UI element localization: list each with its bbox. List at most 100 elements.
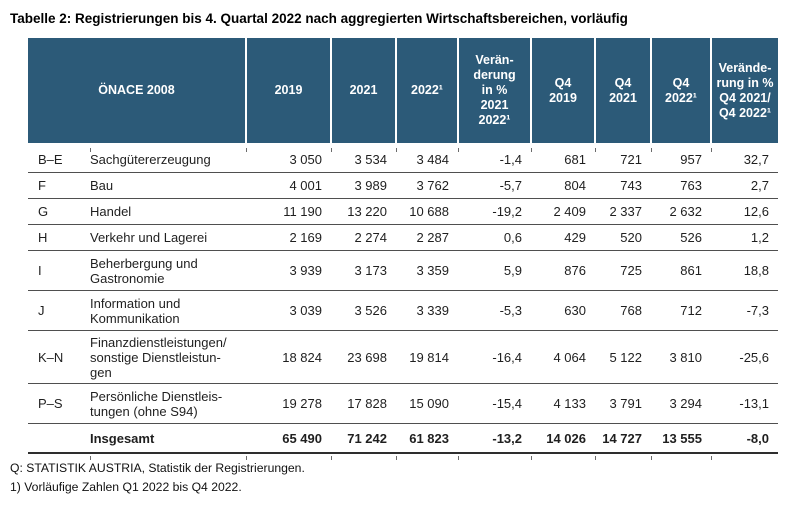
cell-value: 3 989 xyxy=(331,172,396,199)
table-row: H Verkehr und Lagerei 2 169 2 274 2 287 … xyxy=(28,224,778,251)
cell-value: -19,2 xyxy=(458,198,531,225)
row-code: J xyxy=(28,290,90,331)
total-value: -13,2 xyxy=(458,423,531,454)
cell-value: -5,3 xyxy=(458,290,531,331)
cell-value: -25,6 xyxy=(711,330,778,384)
cell-value: 4 001 xyxy=(246,172,331,199)
table-row: B–E Sachgütererzeugung 3 050 3 534 3 484… xyxy=(28,144,778,173)
cell-value: 18 824 xyxy=(246,330,331,384)
row-code: P–S xyxy=(28,383,90,424)
cell-value: 19 814 xyxy=(396,330,458,384)
total-value: 14 026 xyxy=(531,423,595,454)
cell-value: 10 688 xyxy=(396,198,458,225)
total-value: -8,0 xyxy=(711,423,778,454)
column-tick-mark xyxy=(89,148,91,152)
row-code: K–N xyxy=(28,330,90,384)
cell-value: 2 169 xyxy=(246,224,331,251)
footnotes: Q: STATISTIK AUSTRIA, Statistik der Regi… xyxy=(10,459,305,497)
registrations-table: ÖNACE 2008 2019 2021 2022¹ Verän- derung… xyxy=(28,38,778,460)
cell-value: 804 xyxy=(531,172,595,199)
cell-value: -1,4 xyxy=(458,144,531,173)
cell-value: 3 810 xyxy=(651,330,711,384)
column-tick-mark xyxy=(330,148,332,152)
cell-value: 3 939 xyxy=(246,250,331,291)
cell-value: 520 xyxy=(595,224,651,251)
cell-value: 763 xyxy=(651,172,711,199)
table-row: J Information und Kommunikation 3 039 3 … xyxy=(28,290,778,331)
header-q4-2021: Q4 2021 xyxy=(594,38,651,147)
total-value: 14 727 xyxy=(595,423,651,454)
cell-value: 768 xyxy=(595,290,651,331)
table-row: P–S Persönliche Dienstleis- tungen (ohne… xyxy=(28,383,778,424)
table-row: K–N Finanzdienstleistungen/ sonstige Die… xyxy=(28,330,778,384)
cell-value: 3 339 xyxy=(396,290,458,331)
cell-value: 0,6 xyxy=(458,224,531,251)
cell-value: 526 xyxy=(651,224,711,251)
column-tick-mark xyxy=(710,456,712,460)
row-name: Persönliche Dienstleis- tungen (ohne S94… xyxy=(90,383,246,424)
column-tick-mark xyxy=(245,148,247,152)
cell-value: 3 294 xyxy=(651,383,711,424)
column-tick-mark xyxy=(650,456,652,460)
header-2022: 2022¹ xyxy=(395,38,458,147)
cell-value: 11 190 xyxy=(246,198,331,225)
cell-value: 712 xyxy=(651,290,711,331)
header-change-year: Verän- derung in % 2021 2022¹ xyxy=(457,38,531,147)
cell-value: 19 278 xyxy=(246,383,331,424)
cell-value: 3 173 xyxy=(331,250,396,291)
column-tick-mark xyxy=(89,456,91,460)
column-tick-mark xyxy=(457,148,459,152)
cell-value: -7,3 xyxy=(711,290,778,331)
row-code: B–E xyxy=(28,144,90,173)
row-name: Sachgütererzeugung xyxy=(90,144,246,173)
cell-value: 2 287 xyxy=(396,224,458,251)
cell-value: 1,2 xyxy=(711,224,778,251)
column-tick-mark xyxy=(395,456,397,460)
table-row: F Bau 4 001 3 989 3 762 -5,7 804 743 763… xyxy=(28,172,778,199)
cell-value: 876 xyxy=(531,250,595,291)
cell-value: -5,7 xyxy=(458,172,531,199)
cell-value: 3 359 xyxy=(396,250,458,291)
column-tick-mark xyxy=(594,456,596,460)
header-2021: 2021 xyxy=(330,38,396,147)
cell-value: 3 050 xyxy=(246,144,331,173)
cell-value: 12,6 xyxy=(711,198,778,225)
cell-value: 5,9 xyxy=(458,250,531,291)
row-code: I xyxy=(28,250,90,291)
column-tick-mark xyxy=(530,456,532,460)
column-tick-mark xyxy=(457,456,459,460)
header-2019: 2019 xyxy=(245,38,331,147)
row-name: Bau xyxy=(90,172,246,199)
cell-value: 2 274 xyxy=(331,224,396,251)
cell-value: 725 xyxy=(595,250,651,291)
table-title: Tabelle 2: Registrierungen bis 4. Quarta… xyxy=(10,11,628,26)
column-tick-mark xyxy=(650,148,652,152)
cell-value: 681 xyxy=(531,144,595,173)
cell-value: 4 064 xyxy=(531,330,595,384)
cell-value: 2 337 xyxy=(595,198,651,225)
cell-value: 17 828 xyxy=(331,383,396,424)
cell-value: 15 090 xyxy=(396,383,458,424)
cell-value: 743 xyxy=(595,172,651,199)
column-tick-mark xyxy=(395,148,397,152)
cell-value: 3 791 xyxy=(595,383,651,424)
column-tick-mark xyxy=(245,456,247,460)
cell-value: 3 039 xyxy=(246,290,331,331)
total-label: Insgesamt xyxy=(90,423,246,454)
row-name: Beherbergung und Gastronomie xyxy=(90,250,246,291)
cell-value: 2 632 xyxy=(651,198,711,225)
cell-value: 957 xyxy=(651,144,711,173)
cell-value: -15,4 xyxy=(458,383,531,424)
cell-value: -16,4 xyxy=(458,330,531,384)
cell-value: 861 xyxy=(651,250,711,291)
row-name: Information und Kommunikation xyxy=(90,290,246,331)
row-name: Verkehr und Lagerei xyxy=(90,224,246,251)
total-value: 65 490 xyxy=(246,423,331,454)
cell-value: 3 762 xyxy=(396,172,458,199)
cell-value: 2,7 xyxy=(711,172,778,199)
table-row: G Handel 11 190 13 220 10 688 -19,2 2 40… xyxy=(28,198,778,225)
row-code: G xyxy=(28,198,90,225)
header-row: ÖNACE 2008 2019 2021 2022¹ Verän- derung… xyxy=(28,38,778,147)
cell-value: 18,8 xyxy=(711,250,778,291)
row-name: Finanzdienstleistungen/ sonstige Dienstl… xyxy=(90,330,246,384)
